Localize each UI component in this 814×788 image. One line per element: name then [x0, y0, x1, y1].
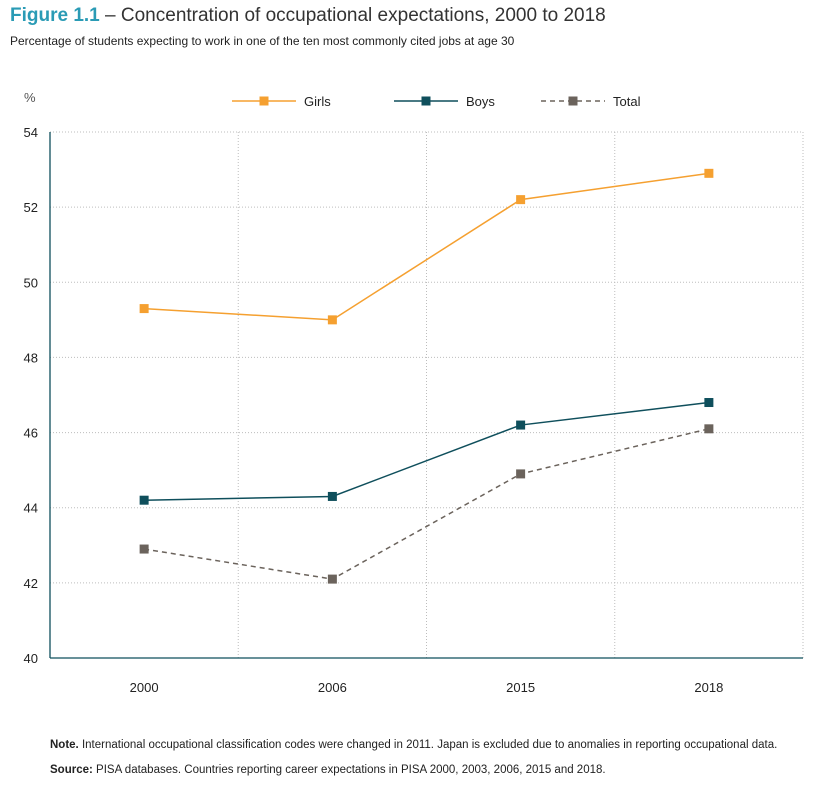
note-label: Note.	[50, 739, 79, 751]
note-text: International occupational classificatio…	[81, 739, 778, 751]
y-tick-label: 46	[24, 426, 38, 441]
x-tick-label: 2015	[506, 680, 535, 695]
figure-title: Figure 1.1 – Concentration of occupation…	[10, 4, 810, 28]
figure-subtitle: Percentage of students expecting to work…	[10, 34, 515, 48]
source-label: Source:	[50, 764, 93, 776]
girls-data-point	[704, 168, 714, 178]
y-tick-label: 54	[24, 125, 38, 140]
figure-header: Figure 1.1 – Concentration of occupation…	[10, 4, 810, 48]
y-tick-label: 44	[24, 501, 38, 516]
total-data-point	[704, 424, 714, 434]
total-legend-marker	[568, 96, 578, 106]
x-tick-label: 2000	[130, 680, 159, 695]
total-series-line	[144, 428, 710, 580]
boys-data-point	[327, 491, 337, 501]
source-text: PISA databases. Countries reporting care…	[96, 764, 606, 776]
y-tick-label: 42	[24, 576, 38, 591]
x-tick-label: 2018	[694, 680, 723, 695]
total-data-point	[516, 469, 526, 479]
grid-lines	[50, 131, 804, 658]
boys-legend-label: Boys	[466, 94, 495, 109]
y-tick-label: 48	[24, 350, 38, 365]
line-chart: 40 42 44 46 48 50 52 54% 2000 2006 2015 2018 Girls B…	[24, 90, 804, 695]
axes: 40 42 44 46 48 50 52 54% 2000 2006 2015 2018	[24, 90, 803, 695]
y-tick-label: 40	[24, 651, 38, 666]
series-lines	[139, 168, 714, 584]
girls-legend-label: Girls	[304, 94, 331, 109]
y-tick-label: 50	[24, 275, 38, 290]
girls-data-point	[327, 315, 337, 325]
source-line: Source: PISA databases. Countries report…	[50, 758, 777, 783]
y-unit-label: %	[24, 90, 36, 105]
girls-legend-marker	[259, 96, 269, 106]
boys-data-point	[139, 495, 149, 505]
girls-series-line	[144, 172, 709, 321]
x-tick-label: 2006	[318, 680, 347, 695]
boys-series-line	[144, 401, 709, 501]
figure-title-text: Concentration of occupational expectatio…	[120, 5, 606, 26]
legend: Girls Boys Total	[232, 94, 641, 109]
figure-label: Figure 1.1	[10, 5, 100, 26]
boys-data-point	[704, 398, 714, 408]
boys-data-point	[516, 420, 526, 430]
total-data-point	[327, 574, 337, 584]
girls-data-point	[139, 304, 149, 314]
y-tick-label: 52	[24, 200, 38, 215]
figure-title-separator: –	[105, 5, 116, 26]
note-line: Note. International occupational classif…	[50, 733, 777, 758]
figure-notes: Note. International occupational classif…	[50, 733, 777, 783]
boys-legend-marker	[421, 96, 431, 106]
girls-data-point	[516, 195, 526, 205]
total-legend-label: Total	[613, 94, 641, 109]
total-data-point	[139, 544, 149, 554]
